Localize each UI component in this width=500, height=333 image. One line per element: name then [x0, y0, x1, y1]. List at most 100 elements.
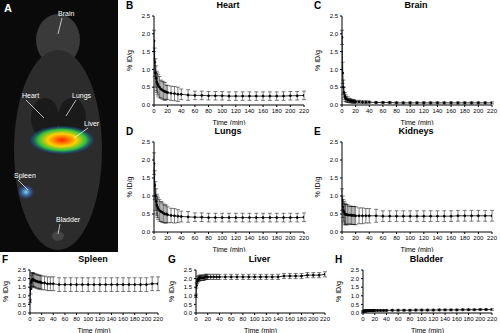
- svg-text:80: 80: [393, 108, 400, 114]
- svg-text:80: 80: [73, 316, 80, 322]
- svg-text:0.0: 0.0: [142, 102, 151, 108]
- svg-text:140: 140: [432, 235, 443, 241]
- svg-text:180: 180: [130, 316, 141, 322]
- svg-text:1.5: 1.5: [142, 49, 151, 55]
- svg-text:140: 140: [432, 108, 443, 114]
- svg-text:2.0: 2.0: [18, 276, 27, 282]
- svg-text:2.5: 2.5: [18, 267, 27, 273]
- svg-text:200: 200: [285, 235, 296, 241]
- svg-text:2.5: 2.5: [184, 267, 193, 273]
- svg-text:2.0: 2.0: [330, 31, 339, 37]
- svg-text:0: 0: [361, 316, 365, 322]
- svg-text:120: 120: [419, 235, 430, 241]
- svg-text:80: 80: [205, 235, 212, 241]
- svg-text:80: 80: [393, 235, 400, 241]
- svg-text:60: 60: [380, 108, 387, 114]
- svg-text:1.0: 1.0: [351, 293, 360, 299]
- svg-text:140: 140: [106, 316, 117, 322]
- svg-text:180: 180: [272, 235, 283, 241]
- svg-text:140: 140: [273, 316, 284, 322]
- svg-text:2.5: 2.5: [330, 13, 339, 19]
- svg-text:200: 200: [473, 235, 484, 241]
- svg-text:2.5: 2.5: [351, 267, 360, 273]
- svg-text:20: 20: [371, 316, 378, 322]
- svg-text:0.0: 0.0: [330, 102, 339, 108]
- svg-text:1.0: 1.0: [330, 67, 339, 73]
- svg-text:180: 180: [460, 235, 471, 241]
- svg-text:1.0: 1.0: [184, 293, 193, 299]
- svg-text:120: 120: [261, 316, 272, 322]
- svg-text:2.5: 2.5: [330, 139, 339, 145]
- svg-text:160: 160: [118, 316, 129, 322]
- svg-text:100: 100: [405, 235, 416, 241]
- svg-text:0: 0: [340, 235, 344, 241]
- svg-text:0.5: 0.5: [184, 302, 193, 308]
- svg-text:100: 100: [217, 108, 228, 114]
- svg-text:2.5: 2.5: [142, 139, 151, 145]
- svg-text:120: 120: [428, 316, 439, 322]
- svg-text:200: 200: [141, 316, 152, 322]
- svg-text:0.5: 0.5: [142, 84, 151, 90]
- svg-text:40: 40: [366, 235, 373, 241]
- svg-text:1.0: 1.0: [142, 67, 151, 73]
- svg-text:2.5: 2.5: [142, 13, 151, 19]
- svg-text:180: 180: [464, 316, 475, 322]
- svg-text:200: 200: [308, 316, 319, 322]
- svg-text:60: 60: [395, 316, 402, 322]
- svg-text:2.0: 2.0: [330, 157, 339, 163]
- svg-text:% ID/g: % ID/g: [314, 50, 322, 71]
- svg-text:160: 160: [285, 316, 296, 322]
- svg-text:220: 220: [487, 235, 492, 241]
- svg-text:20: 20: [204, 316, 211, 322]
- svg-text:0.5: 0.5: [351, 302, 360, 308]
- svg-text:120: 120: [231, 235, 242, 241]
- svg-text:60: 60: [192, 235, 199, 241]
- svg-text:40: 40: [178, 108, 185, 114]
- svg-text:60: 60: [62, 316, 69, 322]
- svg-text:100: 100: [217, 235, 228, 241]
- svg-text:0.5: 0.5: [18, 302, 27, 308]
- svg-text:Lungs: Lungs: [72, 92, 92, 100]
- svg-text:0: 0: [194, 316, 198, 322]
- svg-text:0: 0: [28, 316, 32, 322]
- svg-text:60: 60: [192, 108, 199, 114]
- svg-text:1.0: 1.0: [330, 193, 339, 199]
- svg-text:Time (min): Time (min): [400, 119, 433, 125]
- svg-text:160: 160: [258, 235, 269, 241]
- svg-text:0.0: 0.0: [142, 229, 151, 235]
- svg-text:2.0: 2.0: [184, 276, 193, 282]
- svg-text:220: 220: [487, 316, 492, 322]
- svg-text:0: 0: [152, 108, 156, 114]
- svg-text:1.5: 1.5: [351, 284, 360, 290]
- svg-text:0.0: 0.0: [351, 310, 360, 316]
- svg-text:Time (min): Time (min): [400, 246, 433, 252]
- svg-text:1.0: 1.0: [18, 293, 27, 299]
- svg-text:0: 0: [340, 108, 344, 114]
- svg-text:1.5: 1.5: [330, 49, 339, 55]
- svg-text:220: 220: [299, 108, 310, 114]
- svg-text:Heart: Heart: [22, 92, 39, 99]
- svg-text:220: 220: [299, 235, 310, 241]
- svg-text:Spleen: Spleen: [14, 172, 36, 180]
- svg-text:220: 220: [153, 316, 164, 322]
- svg-text:60: 60: [228, 316, 235, 322]
- svg-text:80: 80: [240, 316, 247, 322]
- svg-text:% ID/g: % ID/g: [126, 50, 134, 71]
- svg-text:Time (min): Time (min): [212, 246, 245, 252]
- svg-text:% ID/g: % ID/g: [168, 281, 176, 302]
- svg-text:20: 20: [352, 235, 359, 241]
- svg-text:Time (min): Time (min): [212, 119, 245, 125]
- svg-text:20: 20: [164, 108, 171, 114]
- svg-text:140: 140: [440, 316, 451, 322]
- svg-text:2.0: 2.0: [142, 31, 151, 37]
- svg-text:180: 180: [272, 108, 283, 114]
- svg-text:120: 120: [95, 316, 106, 322]
- svg-text:20: 20: [352, 108, 359, 114]
- svg-text:1.0: 1.0: [142, 193, 151, 199]
- svg-text:0.5: 0.5: [142, 211, 151, 217]
- svg-text:40: 40: [366, 108, 373, 114]
- svg-text:80: 80: [205, 108, 212, 114]
- svg-text:160: 160: [452, 316, 463, 322]
- svg-text:140: 140: [244, 108, 255, 114]
- svg-text:100: 100: [405, 108, 416, 114]
